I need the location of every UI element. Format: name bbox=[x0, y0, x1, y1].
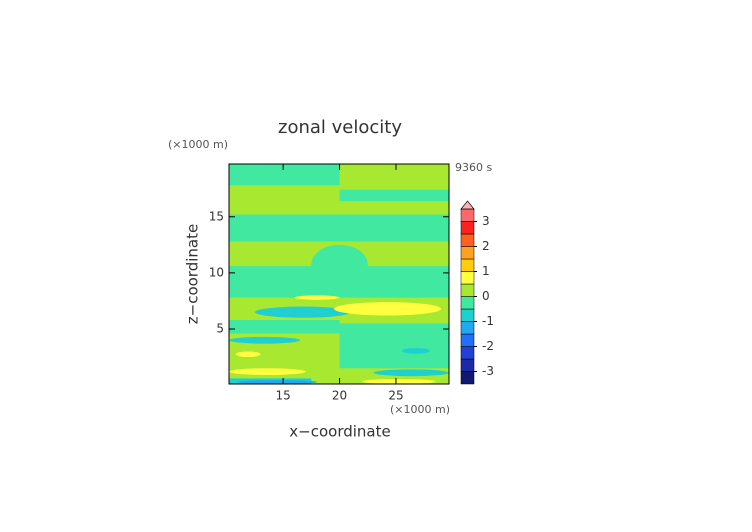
contour-region bbox=[229, 336, 301, 344]
colorbar-band bbox=[460, 346, 475, 360]
contour-region bbox=[373, 369, 449, 377]
contour-region bbox=[238, 380, 317, 384]
contour-region bbox=[229, 214, 449, 242]
colorbar-band bbox=[460, 258, 475, 272]
y-tick-label: 10 bbox=[209, 265, 224, 279]
chart-title: zonal velocity bbox=[278, 117, 402, 138]
colorbar-tick-label: -1 bbox=[482, 314, 494, 328]
contour-field bbox=[229, 164, 449, 384]
colorbar-tick-label: -2 bbox=[482, 339, 494, 353]
colorbar-band bbox=[460, 296, 475, 310]
colorbar-band bbox=[460, 321, 475, 335]
colorbar-tick-label: 3 bbox=[482, 214, 490, 228]
colorbar-extension bbox=[460, 200, 475, 210]
colorbar-tick-label: 2 bbox=[482, 239, 490, 253]
colorbar-band bbox=[460, 371, 475, 385]
contour-region bbox=[254, 306, 351, 318]
colorbar-band bbox=[460, 233, 475, 247]
contour-region bbox=[229, 368, 306, 376]
contour-region bbox=[339, 323, 449, 369]
time-label: 9360 s bbox=[455, 161, 492, 174]
y-axis-label: z−coordinate bbox=[184, 224, 202, 324]
y-tick-label: 5 bbox=[216, 322, 224, 336]
colorbar-band bbox=[460, 221, 475, 235]
colorbar-band bbox=[460, 246, 475, 260]
contour-region bbox=[294, 295, 340, 300]
colorbar-band bbox=[460, 271, 475, 285]
contour-region bbox=[401, 348, 430, 354]
contour-region bbox=[229, 320, 340, 334]
colorbar-band bbox=[460, 308, 475, 322]
x-tick-label: 25 bbox=[388, 389, 403, 403]
x-tick-label: 15 bbox=[276, 389, 291, 403]
colorbar-tick-label: 0 bbox=[482, 289, 490, 303]
contour-region bbox=[229, 164, 340, 186]
axes: 15 20 25 5 10 15 -3 -2 -1 0 1 2 3 bbox=[209, 163, 494, 403]
colorbar-band bbox=[460, 358, 475, 372]
contour-region bbox=[333, 302, 442, 316]
plot-frame bbox=[228, 163, 450, 385]
colorbar-tick-label: 1 bbox=[482, 264, 490, 278]
contour-region bbox=[235, 351, 261, 358]
contour-region bbox=[362, 378, 436, 384]
contour-region bbox=[311, 244, 368, 285]
x-tick-label: 20 bbox=[332, 389, 347, 403]
colorbar-band bbox=[460, 283, 475, 297]
x-axis-label: x−coordinate bbox=[289, 423, 390, 441]
colorbar-band bbox=[460, 208, 475, 222]
x-unit: (×1000 m) bbox=[390, 403, 450, 416]
y-tick-label: 15 bbox=[209, 209, 224, 223]
y-unit: (×1000 m) bbox=[168, 138, 228, 151]
colorbar-tick-label: -3 bbox=[482, 364, 494, 378]
contour-region bbox=[339, 189, 449, 202]
colorbar-band bbox=[460, 333, 475, 347]
